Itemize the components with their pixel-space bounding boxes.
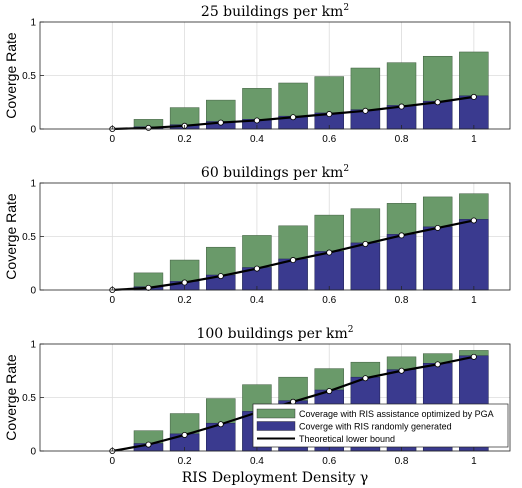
lower-bound-marker xyxy=(362,240,369,247)
y-tick-label: 1 xyxy=(30,340,36,351)
random-coverage-bar xyxy=(459,95,489,130)
lower-bound-marker xyxy=(362,107,369,114)
y-tick-label: 0.5 xyxy=(22,232,36,243)
chart-panel-1: 0 0.2 0.4 0.6 0.8 1 0 0.5 1 25 buildings per km2 C… xyxy=(3,3,511,145)
y-tick-label: 1 xyxy=(30,18,36,29)
lower-bound-marker xyxy=(181,279,188,286)
lower-bound-marker xyxy=(326,111,333,118)
lower-bound-marker xyxy=(470,217,477,224)
y-axis-label: Coverge Rate xyxy=(3,354,19,441)
random-coverage-bar xyxy=(350,242,381,291)
x-tick-label: 1 xyxy=(471,456,477,467)
x-tick-label: 1 xyxy=(471,134,477,145)
legend-entry: Theoretical lower bound xyxy=(299,434,395,444)
x-tick-label: 0 xyxy=(110,295,116,306)
x-tick-label: 0.2 xyxy=(178,456,192,467)
legend-entry: Coverage with RIS assistance optimized b… xyxy=(299,409,494,419)
y-tick-label: 0 xyxy=(30,125,36,136)
lower-bound-marker xyxy=(362,375,369,382)
x-tick-label: 0.8 xyxy=(395,295,409,306)
x-tick-label: 0 xyxy=(110,134,116,145)
x-tick-label: 1 xyxy=(471,295,477,306)
legend-entry: Coverge with RIS randomly generated xyxy=(299,422,452,432)
lower-bound-marker xyxy=(434,361,441,368)
x-tick-label: 0.6 xyxy=(322,456,336,467)
lower-bound-marker xyxy=(181,431,188,438)
x-tick-label: 0.8 xyxy=(395,134,409,145)
lower-bound-marker xyxy=(434,224,441,231)
legend-box xyxy=(252,403,509,448)
y-axis-label: Coverge Rate xyxy=(3,193,19,280)
x-tick-label: 0.4 xyxy=(250,295,264,306)
x-tick-label: 0.4 xyxy=(250,456,264,467)
random-coverage-bar xyxy=(386,234,417,291)
y-tick-label: 0.5 xyxy=(22,393,36,404)
lower-bound-marker xyxy=(326,249,333,256)
lower-bound-marker xyxy=(290,398,297,405)
lower-bound-marker xyxy=(290,257,297,264)
x-tick-label: 0.8 xyxy=(395,456,409,467)
x-tick-label: 0.4 xyxy=(250,134,264,145)
legend-swatch xyxy=(256,421,296,431)
y-tick-label: 0 xyxy=(30,286,36,297)
lower-bound-marker xyxy=(145,124,152,131)
y-tick-label: 0.5 xyxy=(22,71,36,82)
panel-title: 100 buildings per km2 xyxy=(196,325,353,342)
lower-bound-marker xyxy=(290,114,297,121)
chart-panel-3: 0 0.2 0.4 0.6 0.8 1 0 0.5 1 100 buildings per km2… xyxy=(3,325,511,486)
random-coverage-bar xyxy=(422,100,453,130)
random-coverage-bar xyxy=(422,226,453,291)
y-tick-label: 0 xyxy=(30,447,36,458)
lower-bound-marker xyxy=(145,441,152,448)
lower-bound-marker xyxy=(217,273,224,280)
lower-bound-marker xyxy=(398,232,405,239)
lower-bound-marker xyxy=(398,103,405,110)
lower-bound-marker xyxy=(434,99,441,106)
x-tick-label: 0.2 xyxy=(178,295,192,306)
x-tick-label: 0.6 xyxy=(322,134,336,145)
legend: Coverage with RIS assistance optimized b… xyxy=(252,403,509,448)
lower-bound-marker xyxy=(470,93,477,100)
random-coverage-bar xyxy=(459,219,489,291)
legend-swatch xyxy=(256,408,296,419)
lower-bound-marker xyxy=(217,421,224,428)
lower-bound-marker xyxy=(398,367,405,374)
random-coverage-bar xyxy=(314,251,344,291)
lower-bound-marker xyxy=(145,284,152,291)
random-coverage-bar xyxy=(278,258,308,291)
lower-bound-marker xyxy=(253,117,260,124)
x-axis-label: RIS Deployment Density γ xyxy=(182,470,369,486)
chart-panel-2: 0 0.2 0.4 0.6 0.8 1 0 0.5 1 60 buildings per km2 C… xyxy=(3,164,511,306)
panel-title: 60 buildings per km2 xyxy=(201,164,349,181)
x-tick-label: 0 xyxy=(110,456,116,467)
lower-bound-marker xyxy=(217,119,224,126)
x-tick-label: 0.6 xyxy=(322,295,336,306)
lower-bound-marker xyxy=(253,265,260,272)
x-tick-label: 0.2 xyxy=(178,134,192,145)
lower-bound-marker xyxy=(326,388,333,395)
panel-title: 25 buildings per km2 xyxy=(201,3,349,20)
y-tick-label: 1 xyxy=(30,179,36,190)
y-axis-label: Coverge Rate xyxy=(3,32,19,119)
lower-bound-marker xyxy=(470,353,477,360)
